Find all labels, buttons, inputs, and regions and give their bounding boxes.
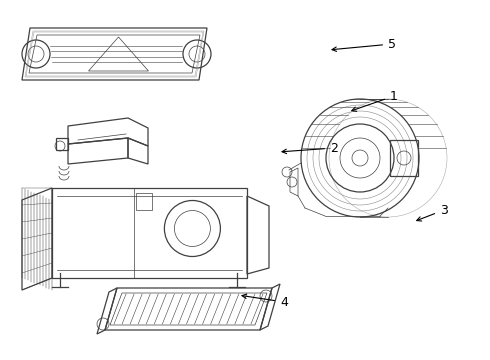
Text: 1: 1 [352, 90, 398, 111]
Text: 2: 2 [282, 141, 338, 154]
Text: 3: 3 [417, 203, 448, 221]
Text: 5: 5 [332, 37, 396, 51]
Text: 4: 4 [242, 294, 288, 309]
